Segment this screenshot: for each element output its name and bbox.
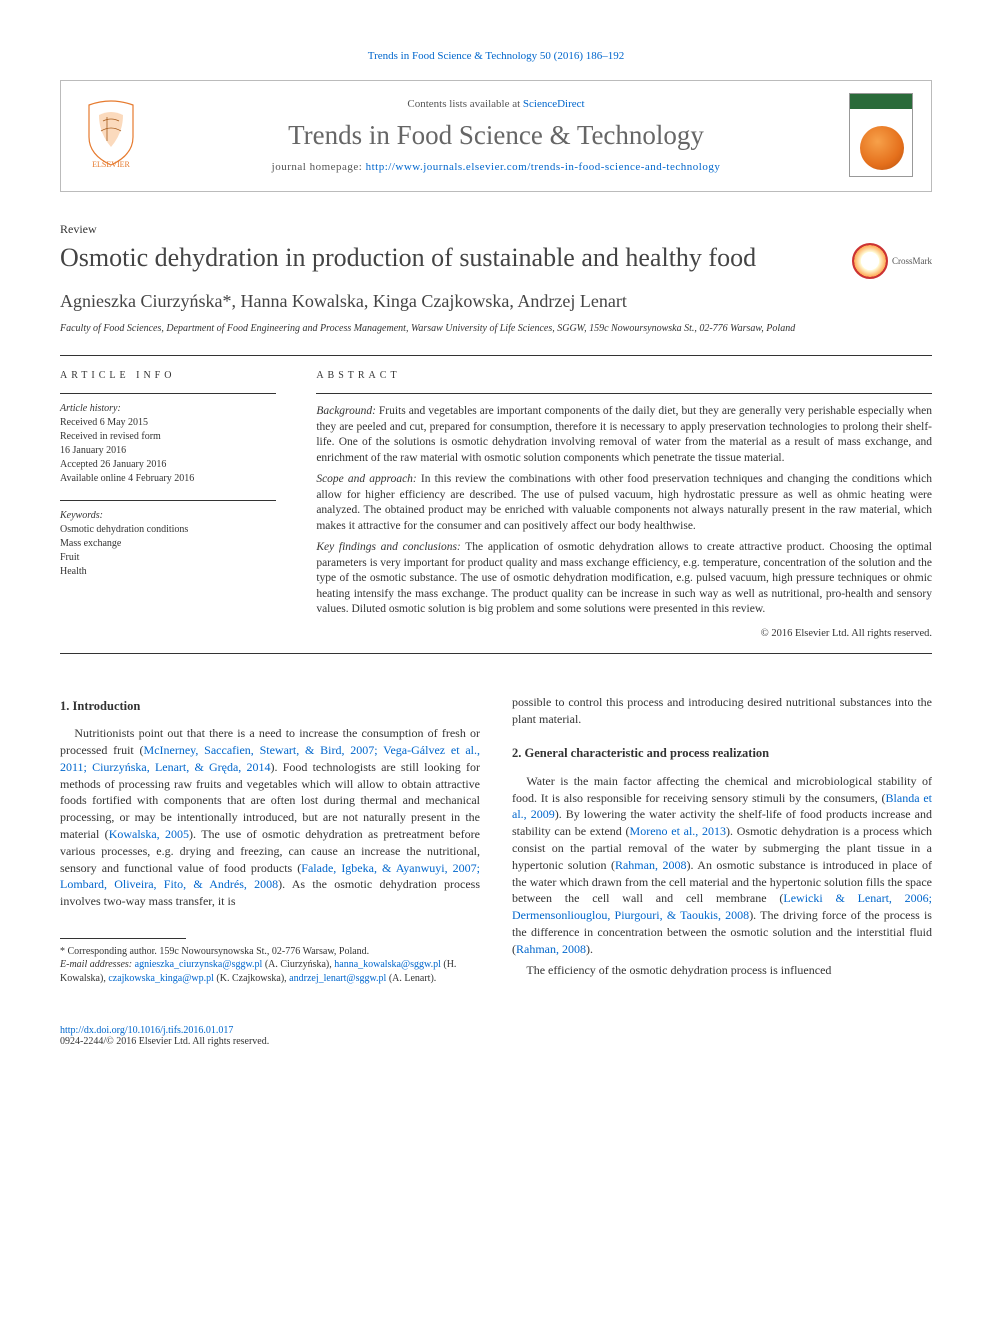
header-center: Contents lists available at ScienceDirec… xyxy=(161,98,831,173)
elsevier-logo: ELSEVIER xyxy=(79,97,143,173)
history-line: Available online 4 February 2016 xyxy=(60,472,276,486)
info-abstract-row: ARTICLE INFO Article history: Received 6… xyxy=(60,370,932,639)
journal-header: ELSEVIER Contents lists available at Sci… xyxy=(60,80,932,192)
abstract-p3: Key findings and conclusions: The applic… xyxy=(316,540,932,618)
keyword: Osmotic dehydration conditions xyxy=(60,523,276,537)
crossmark[interactable]: CrossMark xyxy=(852,243,932,279)
history-line: Received 6 May 2015 xyxy=(60,416,276,430)
history-line: 16 January 2016 xyxy=(60,444,276,458)
email-link[interactable]: agnieszka_ciurzynska@sggw.pl xyxy=(135,959,263,970)
crossmark-icon xyxy=(852,243,888,279)
ref-link[interactable]: Rahman, 2008 xyxy=(516,942,586,956)
sciencedirect-link[interactable]: ScienceDirect xyxy=(523,98,585,110)
abstract-text: Fruits and vegetables are important comp… xyxy=(316,405,932,464)
abstract-col: ABSTRACT Background: Fruits and vegetabl… xyxy=(316,370,932,639)
doi-block: http://dx.doi.org/10.1016/j.tifs.2016.01… xyxy=(60,1025,932,1047)
history-line: Received in revised form xyxy=(60,430,276,444)
email-who: (K. Czajkowska), xyxy=(214,973,289,984)
email-who: (A. Ciurzyńska), xyxy=(262,959,334,970)
homepage-link[interactable]: http://www.journals.elsevier.com/trends-… xyxy=(366,161,721,173)
top-citation: Trends in Food Science & Technology 50 (… xyxy=(60,50,932,62)
doi-link[interactable]: http://dx.doi.org/10.1016/j.tifs.2016.01… xyxy=(60,1025,233,1036)
contents-prefix: Contents lists available at xyxy=(407,98,522,110)
keywords-label: Keywords: xyxy=(60,509,276,523)
abstract-rule xyxy=(316,393,932,394)
homepage-line: journal homepage: http://www.journals.el… xyxy=(161,161,831,173)
section-heading-2: 2. General characteristic and process re… xyxy=(512,745,932,763)
keywords-block: Keywords: Osmotic dehydration conditions… xyxy=(60,500,276,579)
svg-text:ELSEVIER: ELSEVIER xyxy=(92,160,130,169)
body-columns: 1. Introduction Nutritionists point out … xyxy=(60,694,932,986)
abstract-lead: Scope and approach: xyxy=(316,473,416,485)
body-p: Nutritionists point out that there is a … xyxy=(60,725,480,910)
page: Trends in Food Science & Technology 50 (… xyxy=(0,0,992,1087)
citation-link[interactable]: Trends in Food Science & Technology 50 (… xyxy=(368,50,625,62)
crossmark-label: CrossMark xyxy=(892,256,932,266)
history-block: Article history: Received 6 May 2015 Rec… xyxy=(60,393,276,486)
body-p-cont: possible to control this process and int… xyxy=(512,694,932,728)
email-link[interactable]: andrzej_lenart@sggw.pl xyxy=(289,973,386,984)
homepage-prefix: journal homepage: xyxy=(272,161,366,173)
keyword: Health xyxy=(60,565,276,579)
abstract-heading: ABSTRACT xyxy=(316,370,932,381)
contents-line: Contents lists available at ScienceDirec… xyxy=(161,98,831,110)
abstract-lead: Background: xyxy=(316,405,376,417)
ref-link[interactable]: Rahman, 2008 xyxy=(615,858,686,872)
abstract-copyright: © 2016 Elsevier Ltd. All rights reserved… xyxy=(316,628,932,639)
email-link[interactable]: czajkowska_kinga@wp.pl xyxy=(108,973,214,984)
abstract-p2: Scope and approach: In this review the c… xyxy=(316,472,932,534)
corr-author: * Corresponding author. 159c Nowoursynow… xyxy=(60,945,480,959)
affiliation: Faculty of Food Sciences, Department of … xyxy=(60,322,932,335)
ref-link[interactable]: Moreno et al., 2013 xyxy=(630,824,727,838)
body-text: ). xyxy=(586,942,593,956)
abstract-p1: Background: Fruits and vegetables are im… xyxy=(316,404,932,466)
article-type: Review xyxy=(60,222,932,237)
footnotes: * Corresponding author. 159c Nowoursynow… xyxy=(60,945,480,986)
abstract-lead: Key findings and conclusions: xyxy=(316,541,460,553)
body-text: Water is the main factor affecting the c… xyxy=(512,774,932,805)
body-p: The efficiency of the osmotic dehydratio… xyxy=(512,962,932,979)
email-who: (A. Lenart). xyxy=(386,973,436,984)
journal-name: Trends in Food Science & Technology xyxy=(161,120,831,151)
rule-top xyxy=(60,355,932,356)
keyword: Mass exchange xyxy=(60,537,276,551)
info-bottom-rule-wrap xyxy=(60,653,932,654)
email-line: E-mail addresses: agnieszka_ciurzynska@s… xyxy=(60,958,480,985)
body-p: Water is the main factor affecting the c… xyxy=(512,773,932,958)
section-heading-1: 1. Introduction xyxy=(60,698,480,716)
footnote-sep xyxy=(60,938,186,939)
info-heading: ARTICLE INFO xyxy=(60,370,276,381)
issn-line: 0924-2244/© 2016 Elsevier Ltd. All right… xyxy=(60,1036,269,1047)
rule-bottom xyxy=(60,653,932,654)
article-info-col: ARTICLE INFO Article history: Received 6… xyxy=(60,370,276,639)
ref-link[interactable]: Kowalska, 2005 xyxy=(109,827,189,841)
email-link[interactable]: hanna_kowalska@sggw.pl xyxy=(334,959,441,970)
history-label: Article history: xyxy=(60,402,276,416)
authors: Agnieszka Ciurzyńska*, Hanna Kowalska, K… xyxy=(60,291,932,312)
email-label: E-mail addresses: xyxy=(60,959,132,970)
journal-cover-thumb xyxy=(849,93,913,177)
keyword: Fruit xyxy=(60,551,276,565)
article-title: Osmotic dehydration in production of sus… xyxy=(60,243,832,273)
history-line: Accepted 26 January 2016 xyxy=(60,458,276,472)
